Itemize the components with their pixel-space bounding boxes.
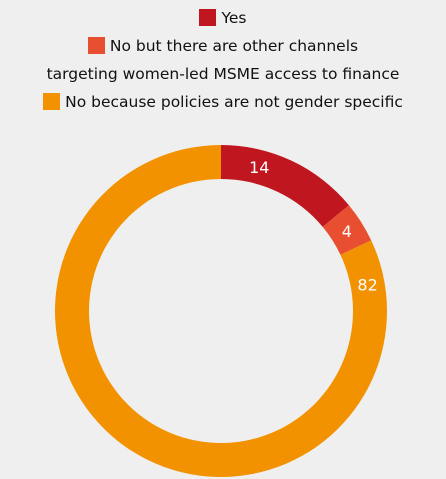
donut-slice-other-channels[interactable] [322, 205, 372, 255]
legend-swatch-yes [199, 9, 217, 26]
data-label-not-gender-specific: 82 [357, 275, 377, 294]
legend-label-not-gender-specific: No because policies are not gender speci… [65, 93, 403, 111]
data-label-yes: 14 [249, 158, 269, 177]
chart-legend: Yes No but there are other channels targ… [0, 4, 446, 116]
legend-swatch-not-gender-specific [43, 93, 61, 110]
data-label-other-channels: 4 [342, 222, 352, 241]
donut-slice-yes[interactable] [221, 145, 349, 227]
legend-item-other-channels-continued: targeting women-led MSME access to finan… [0, 60, 446, 88]
legend-swatch-other-channels [87, 37, 105, 54]
legend-label-other-channels-line1: No but there are other channels [109, 37, 359, 55]
legend-item-yes[interactable]: Yes [0, 4, 446, 32]
legend-label-yes: Yes [221, 9, 247, 27]
legend-item-other-channels[interactable]: No but there are other channels [0, 32, 446, 60]
legend-label-other-channels-line2: targeting women-led MSME access to finan… [46, 65, 400, 83]
legend-item-not-gender-specific[interactable]: No because policies are not gender speci… [0, 88, 446, 116]
